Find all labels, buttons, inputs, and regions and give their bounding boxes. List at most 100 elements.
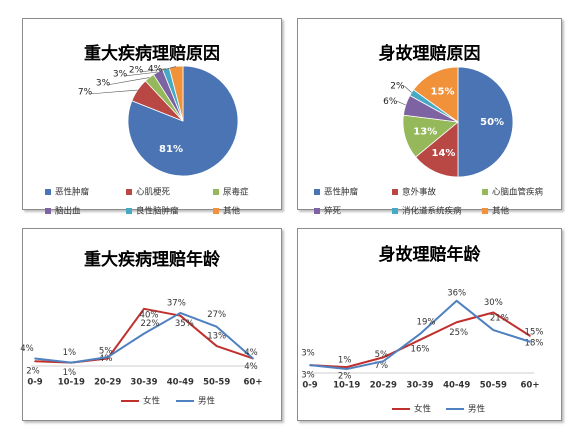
legend-label: 恶性肿瘤 (55, 187, 90, 198)
chart-title: 重大疾病理赔原因 (84, 44, 220, 64)
leader-line (106, 77, 150, 86)
line-chart: 0-9 10-19 20-29 30-39 40-49 50-59 60+ 3% 2% 7% 16%… (301, 288, 544, 415)
data-label: 5% (99, 347, 113, 357)
data-label: 14% (432, 148, 456, 159)
data-point (529, 335, 531, 337)
data-point (143, 332, 145, 335)
data-point (179, 312, 182, 314)
x-tick-label: 30-39 (406, 381, 433, 391)
data-label: 7% (375, 361, 389, 371)
data-label: 21% (490, 314, 509, 324)
chart-panel-critical-illness-causes: 重大疾病理赔原因 81% 7% 3% 3% 2% 4% 恶性肿瘤 心肌梗死 尿毒症 脑出血 良性脑肿… (22, 18, 282, 217)
data-point (215, 345, 218, 347)
legend-swatch (392, 189, 398, 195)
data-label: 35% (175, 319, 194, 329)
data-label: 2% (129, 66, 144, 76)
data-label: 16% (411, 344, 430, 354)
legend-swatch (213, 208, 219, 214)
legend-label: 心肌梗死 (136, 187, 171, 198)
legend-label: 尿毒症 (223, 187, 249, 198)
x-tick-label: 10-19 (58, 378, 85, 388)
legend-swatch (482, 208, 488, 214)
data-point (252, 357, 254, 360)
data-label: 4% (148, 65, 163, 75)
legend-label: 男性 (198, 396, 216, 407)
legend-label: 意外事故 (402, 187, 437, 198)
data-point (382, 356, 385, 359)
data-point (345, 368, 348, 370)
legend-swatch (314, 189, 320, 195)
data-label: 4% (99, 354, 113, 364)
x-tick-label: 50-59 (203, 378, 230, 388)
data-point (345, 366, 348, 368)
leader-line (88, 89, 138, 95)
data-point (215, 325, 218, 328)
data-label: 4% (20, 344, 34, 354)
legend-label: 女性 (414, 404, 432, 415)
data-point (143, 308, 145, 310)
data-label: 1% (338, 356, 352, 366)
data-point (419, 333, 421, 335)
data-label: 13% (207, 332, 226, 342)
data-point (309, 364, 311, 366)
legend-swatch (45, 208, 51, 214)
leader-line (397, 101, 406, 106)
legend-swatch (213, 189, 219, 195)
data-label: 27% (207, 310, 226, 320)
data-label: 2% (390, 82, 405, 92)
data-label: 36% (447, 288, 466, 298)
data-label: 1% (63, 368, 76, 378)
data-label: 2% (338, 372, 352, 382)
x-tick-label: 0-9 (27, 378, 42, 388)
data-label: 13% (413, 127, 437, 138)
x-tick-label: 0-9 (302, 381, 317, 391)
data-point (492, 329, 495, 331)
chart-panel-death-causes: 身故理赔原因 50% 14% 13% 6% 2% 15% 恶性肿瘤 意外事故 心脑血管疾病 猝死 消… (297, 18, 562, 217)
legend-swatch (392, 208, 398, 214)
data-label: 81% (159, 144, 183, 155)
x-tick-label: 60+ (244, 378, 263, 388)
data-label: 4% (244, 348, 258, 358)
legend-label: 心脑血管疾病 (492, 187, 544, 198)
data-point (382, 360, 385, 363)
x-tick-label: 60+ (521, 381, 540, 391)
legend-label: 其他 (492, 206, 510, 217)
leader-line (404, 85, 412, 93)
data-label: 3% (96, 79, 111, 89)
data-point (455, 321, 458, 324)
data-label: 3% (113, 70, 128, 80)
data-label: 25% (449, 328, 468, 338)
data-label: 15% (525, 327, 544, 337)
data-label: 3% (301, 371, 315, 381)
pie-slice (457, 66, 514, 178)
data-label: 2% (26, 367, 40, 377)
legend-label: 消化道系统疾病 (402, 206, 462, 217)
data-point (70, 361, 73, 364)
data-point (34, 357, 36, 360)
line-chart: 0-9 10-19 20-29 30-39 40-49 50-59 60+ 2% 1% 4% 40%… (20, 298, 263, 407)
x-tick-label: 30-39 (130, 378, 157, 388)
data-point (34, 360, 36, 363)
legend-swatch (314, 208, 320, 214)
data-point (492, 311, 495, 314)
data-point (529, 340, 531, 343)
data-label: 1% (63, 348, 76, 358)
legend-label: 脑出血 (55, 206, 81, 217)
legend-label: 男性 (468, 404, 486, 415)
chart-title: 身故理赔年龄 (378, 245, 481, 265)
x-tick-label: 40-49 (167, 378, 194, 388)
legend-swatch (45, 189, 51, 195)
data-point (455, 300, 458, 302)
data-label: 15% (431, 87, 455, 98)
x-tick-label: 20-29 (94, 378, 121, 388)
x-tick-label: 50-59 (480, 381, 507, 391)
chart-panel-critical-illness-age: 重大疾病理赔年龄 0-9 10-19 20-29 30-39 40-49 50-59 60+… (20, 228, 282, 421)
legend-swatch (126, 208, 132, 214)
x-tick-label: 20-29 (370, 381, 397, 391)
data-label: 40% (140, 310, 159, 320)
x-tick-label: 10-19 (333, 381, 360, 391)
leader-line (123, 71, 159, 77)
leader-line (139, 68, 167, 73)
data-label: 3% (301, 349, 315, 359)
